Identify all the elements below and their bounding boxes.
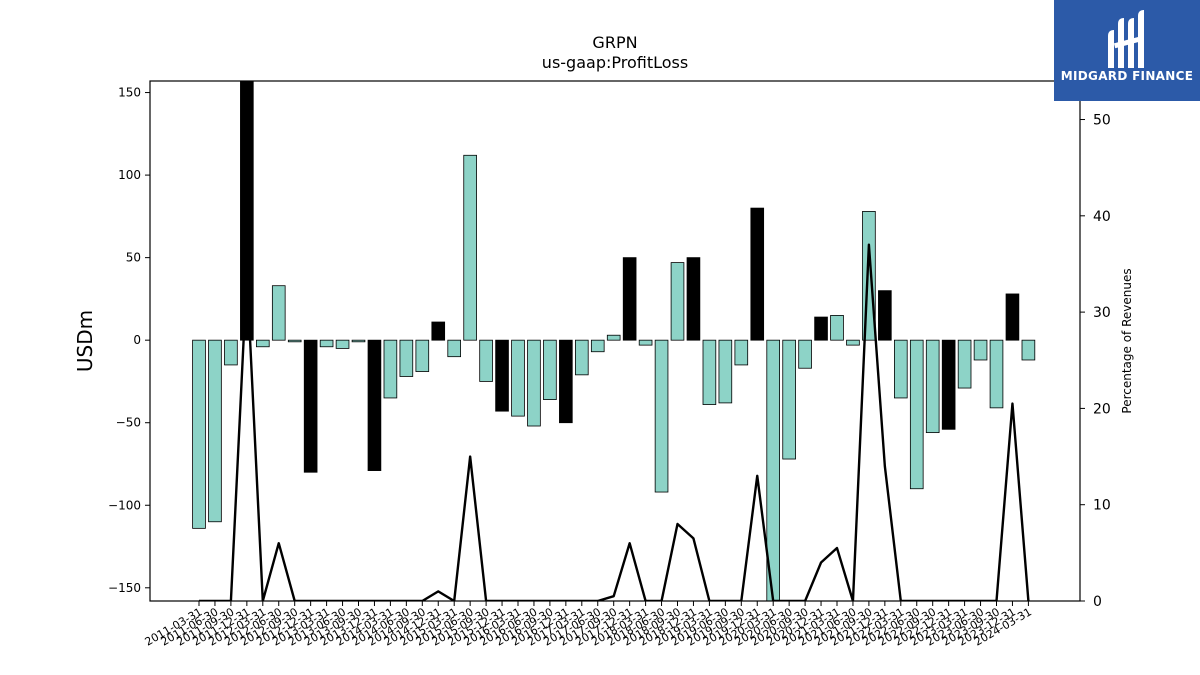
bar-2015-09-30 [479,339,493,382]
bar-2022-12-31 [941,339,956,430]
y-tick-label: 150 [118,86,141,100]
y-tick-label: 0 [133,333,141,347]
brand-logo: MIDGARD FINANCE [1054,0,1200,101]
bar-2019-12-31 [750,207,765,341]
y-axis-label: USDm [73,310,97,372]
bar-2017-03-31 [575,339,589,376]
bar-2018-09-30 [670,262,685,341]
bar-2014-09-30 [415,339,430,372]
bar-2018-03-31 [638,339,653,346]
bar-2018-06-30 [654,339,669,493]
bar-2012-09-30 [287,339,302,343]
bar-2022-09-30 [925,339,940,434]
bar-2014-12-31 [431,321,446,341]
bar-2019-03-31 [702,339,717,405]
bar-2016-06-30 [527,339,541,427]
bar-2018-12-31 [686,257,701,341]
y-tick-label: 100 [118,168,141,182]
bar-2020-06-30 [782,339,796,460]
bar-2013-06-30 [335,339,350,349]
bar-2012-12-31 [303,339,318,473]
bar-2011-09-30 [224,339,238,366]
y2-tick-label: 10 [1093,498,1111,514]
bar-2011-03-31 [192,339,206,529]
bar-2023-06-30 [973,339,988,361]
bar-2014-03-31 [383,339,398,399]
y-axis: −150 −100 −50 0 50 100 150 [108,86,150,595]
bar-2021-06-30 [846,339,860,346]
chart-title: GRPN [592,33,637,52]
y-tick-label: 50 [126,251,141,265]
bar-2021-03-31 [830,315,844,341]
bar-2012-03-31 [255,339,270,348]
bar-2022-03-31 [894,339,908,399]
y-tick-label: −50 [116,416,141,430]
bar-2017-12-31 [622,257,637,341]
y2-tick-label: 50 [1093,113,1111,129]
brand-logo-mark [1108,10,1144,68]
bar-2012-06-30 [271,285,286,341]
bar-2023-09-30 [989,339,1004,409]
y-tick-label: −100 [108,498,141,512]
y2-tick-label: 20 [1093,401,1111,417]
bar-2019-06-30 [718,339,733,404]
y2-tick-label: 40 [1093,209,1111,225]
bar-2014-06-30 [399,339,414,377]
bar-2013-09-30 [351,339,366,343]
chart-subtitle: us-gaap:ProfitLoss [542,53,688,72]
y2-tick-label: 0 [1093,594,1102,610]
bar-2016-12-31 [559,339,573,424]
bar-2023-12-31 [1005,293,1020,341]
x-axis: 2011-03-312011-06-302011-09-302011-12-31… [143,601,1034,649]
bar-2017-06-30 [590,339,605,353]
bar-2023-03-31 [957,339,972,389]
bar-2013-03-31 [319,339,334,348]
bar-2019-09-30 [734,339,749,366]
y2-axis: 0 10 20 30 40 50 [1080,113,1111,610]
y2-tick-label: 30 [1093,305,1111,321]
pct-of-revenues-line [199,243,1030,601]
bar-2015-12-31 [495,339,509,412]
bar-2016-09-30 [543,339,557,401]
bar-2022-06-30 [909,339,924,490]
bar-2020-12-31 [814,316,828,341]
bar-2015-06-30 [463,154,477,341]
bar-2021-12-31 [878,290,892,341]
bar-2024-03-31 [1021,339,1036,361]
bar-2020-03-31 [766,339,780,601]
bars-group [192,81,1036,601]
bar-2016-03-31 [511,339,525,417]
bar-2013-12-31 [367,339,382,471]
bar-2020-09-30 [798,339,812,369]
pct-line-group [199,243,1030,601]
y2-axis-label: Percentage of Revenues [1120,268,1134,413]
plot-frame [149,80,1081,602]
bar-2011-06-30 [208,339,222,523]
bar-2017-09-30 [606,334,621,341]
y-tick-label: −150 [108,581,141,595]
bar-2015-03-31 [447,339,461,358]
brand-logo-text: MIDGARD FINANCE [1060,69,1194,83]
bar-2011-12-31 [240,81,254,341]
